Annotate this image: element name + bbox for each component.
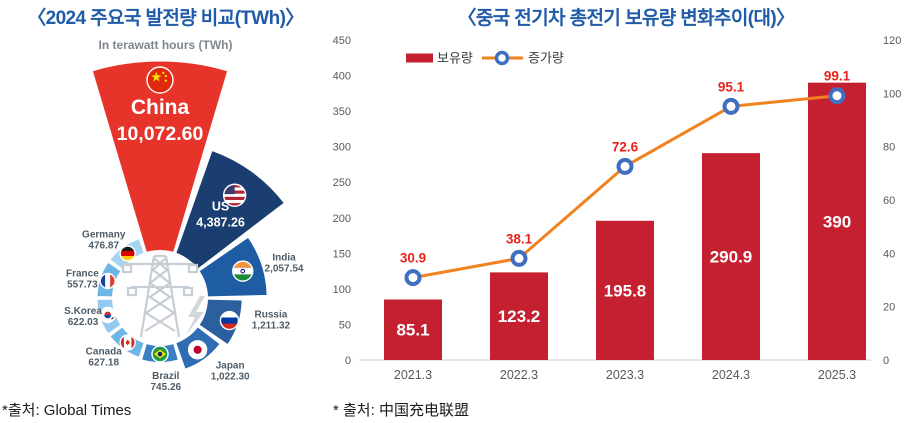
- label-skorea: S.Korea: [64, 306, 102, 317]
- label-canada: Canada: [86, 346, 123, 357]
- legend-bar-swatch: [406, 53, 433, 63]
- bar-2021.3: [384, 299, 442, 360]
- label-japan: Japan: [216, 361, 245, 372]
- x-axis-label: 2025.3: [818, 368, 856, 382]
- left-chart-panel: 〈2024 주요국 발전량 비교(TWh)〉 In terawatt hours…: [0, 0, 331, 423]
- line-marker: [722, 97, 740, 115]
- left-axis-tick: 250: [333, 177, 351, 189]
- value-japan: 1,022.30: [211, 372, 250, 383]
- value-brazil: 745.26: [150, 382, 181, 390]
- flag-cn-icon: [147, 67, 173, 93]
- wedge-us: [158, 149, 286, 300]
- value-russia: 1,211.32: [252, 321, 291, 332]
- right-chart-title: 〈중국 전기차 총전기 보유량 변화추이(대)〉: [457, 8, 795, 29]
- lightning-bolt-icon: [186, 296, 205, 335]
- x-axis-label: 2024.3: [712, 368, 750, 382]
- point-label: 99.1: [824, 69, 851, 84]
- value-canada: 627.18: [88, 357, 119, 368]
- line-marker: [828, 87, 846, 105]
- bar-label: 290.9: [710, 248, 753, 267]
- flag-de-icon: [120, 246, 136, 262]
- value-france: 557.73: [67, 280, 98, 291]
- point-label: 72.6: [612, 139, 639, 154]
- right-axis-tick: 40: [883, 248, 895, 260]
- label-france: France: [66, 269, 99, 280]
- left-axis-tick: 400: [333, 71, 351, 83]
- point-label: 95.1: [718, 79, 745, 94]
- right-chart-source: * 출처: 中国充电联盟: [333, 402, 469, 419]
- flag-us-icon: [223, 184, 246, 207]
- flag-br-icon: [152, 346, 168, 362]
- wedge-china: [91, 60, 229, 300]
- legend-line-label: 증가량: [528, 51, 564, 66]
- right-chart-panel: 〈중국 전기차 총전기 보유량 변화추이(대)〉 0 50 100 150 200 250…: [331, 0, 921, 423]
- label-germany: Germany: [82, 230, 126, 241]
- bar-label: 123.2: [498, 307, 541, 326]
- flag-ru-icon: [220, 311, 239, 330]
- left-axis-tick: 150: [333, 248, 351, 260]
- value-skorea: 622.03: [68, 317, 99, 328]
- bar-2024.3: [702, 153, 760, 360]
- value-india: 2,057.54: [265, 263, 304, 274]
- line-marker: [616, 157, 634, 175]
- legend-bar-label: 보유량: [437, 51, 473, 66]
- bar-label: 390: [823, 212, 851, 231]
- left-axis-tick: 50: [339, 319, 351, 331]
- center-hub: [112, 250, 208, 346]
- legend: 보유량 증가량: [406, 51, 564, 66]
- value-us: 4,387.26: [196, 216, 245, 230]
- line-marker: [404, 269, 422, 287]
- left-axis-tick: 450: [333, 35, 351, 47]
- value-china: 10,072.60: [117, 123, 204, 145]
- left-axis-tick: 350: [333, 106, 351, 118]
- label-russia: Russia: [255, 310, 288, 321]
- bar-label: 85.1: [396, 321, 429, 340]
- label-china: China: [131, 96, 190, 119]
- right-axis-tick: 20: [883, 302, 895, 314]
- left-chart-source: *출처: Global Times: [2, 402, 132, 419]
- right-axis-tick: 0: [883, 355, 889, 367]
- point-label: 30.9: [400, 251, 426, 266]
- flag-ca-icon: [120, 334, 136, 350]
- flag-in-icon: [232, 261, 253, 282]
- left-chart-title: 〈2024 주요국 발전량 비교(TWh)〉: [27, 8, 304, 29]
- flag-fr-icon: [100, 273, 116, 289]
- label-brazil: Brazil: [152, 371, 179, 382]
- right-axis-tick: 120: [883, 35, 901, 47]
- bar-label: 195.8: [604, 281, 647, 300]
- x-axis-label: 2021.3: [394, 368, 432, 382]
- transmission-tower-icon: [121, 254, 199, 338]
- legend-line-marker: [494, 50, 510, 66]
- left-axis-tick: 0: [345, 355, 351, 367]
- left-chart-subtitle: In terawatt hours (TWh): [98, 38, 233, 52]
- point-label: 38.1: [506, 231, 533, 246]
- right-axis-tick: 80: [883, 142, 895, 154]
- right-axis-tick: 60: [883, 195, 895, 207]
- bar-2022.3: [490, 272, 548, 360]
- label-us: US: [212, 200, 229, 214]
- left-axis-tick: 200: [333, 213, 351, 225]
- left-axis-tick: 300: [333, 142, 351, 154]
- right-axis-tick: 100: [883, 88, 901, 100]
- line-marker: [510, 249, 528, 267]
- bar-2025.3: [808, 82, 866, 360]
- combo-chart-svg: 0 50 100 150 200 250 300 350 400 450 0 20 40 60 80 100 1…: [333, 35, 902, 382]
- bar-2023.3: [596, 220, 654, 360]
- left-axis-tick: 100: [333, 284, 351, 296]
- x-axis-label: 2022.3: [500, 368, 538, 382]
- flag-jp-icon: [188, 340, 207, 359]
- value-germany: 476.87: [88, 241, 119, 252]
- x-axis-label: 2023.3: [606, 368, 644, 382]
- label-india: India: [272, 252, 296, 263]
